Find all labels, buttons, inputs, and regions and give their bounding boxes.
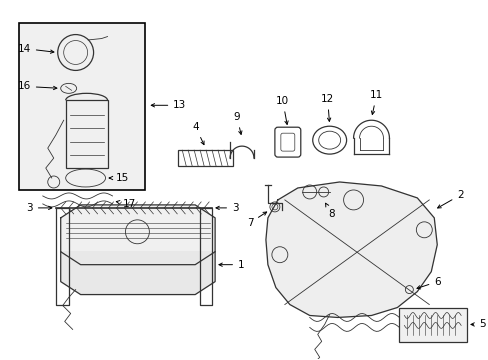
Circle shape — [343, 190, 363, 210]
Text: 9: 9 — [233, 112, 242, 134]
Text: 5: 5 — [470, 319, 485, 329]
Text: 3: 3 — [26, 203, 52, 213]
Text: 16: 16 — [18, 81, 57, 91]
Text: 12: 12 — [321, 94, 334, 121]
Text: 7: 7 — [246, 212, 266, 228]
Text: 6: 6 — [416, 276, 440, 289]
Text: 1: 1 — [219, 260, 244, 270]
Circle shape — [415, 222, 431, 238]
Text: 11: 11 — [369, 90, 382, 114]
Text: 3: 3 — [216, 203, 238, 213]
Polygon shape — [61, 205, 215, 265]
Bar — [65, 100, 107, 168]
Bar — [178, 150, 233, 166]
Polygon shape — [265, 182, 436, 318]
Polygon shape — [61, 252, 215, 294]
Text: 4: 4 — [192, 122, 203, 145]
Text: 2: 2 — [437, 190, 463, 208]
Text: 13: 13 — [151, 100, 186, 110]
Text: 17: 17 — [116, 199, 136, 209]
Bar — [19, 23, 145, 190]
Text: 8: 8 — [325, 203, 334, 219]
Text: 10: 10 — [276, 96, 289, 125]
Bar — [399, 307, 466, 342]
Text: 15: 15 — [109, 173, 128, 183]
Text: 14: 14 — [18, 44, 54, 54]
Circle shape — [271, 247, 287, 263]
